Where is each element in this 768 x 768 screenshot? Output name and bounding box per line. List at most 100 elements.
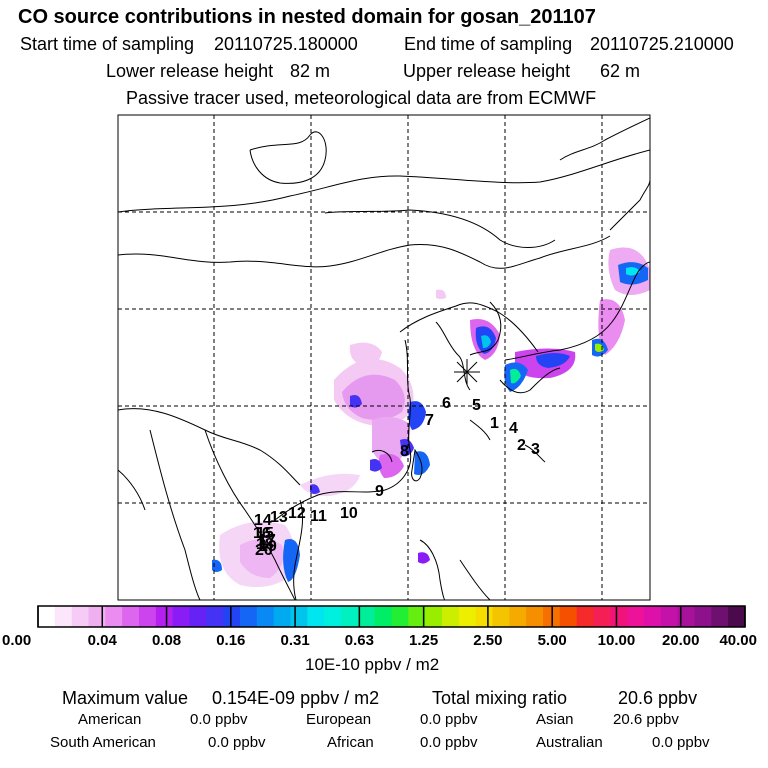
- colorbar-cell: [341, 606, 359, 627]
- colorbar-cell: [54, 606, 73, 627]
- colorbar-cell: [206, 606, 224, 627]
- region-name: European: [306, 711, 372, 728]
- colorbar-cell: [492, 606, 510, 627]
- region-name: Australian: [536, 734, 603, 751]
- colorbar-cell: [139, 606, 157, 627]
- trajectory-label: 6: [442, 395, 451, 412]
- total-mixing-label: Total mixing ratio: [432, 688, 568, 708]
- start-time-label: Start time of sampling: [20, 34, 195, 54]
- trajectory-label: 14: [254, 512, 272, 529]
- trajectory-label: 7: [425, 412, 434, 429]
- region-value: 0.0 ppbv: [652, 734, 710, 751]
- trajectory-label: 20: [255, 542, 273, 559]
- colorbar-cell: [526, 606, 544, 627]
- colorbar-cell: [610, 606, 628, 627]
- end-time-label: End time of sampling: [404, 34, 573, 54]
- trajectory-label: 1: [490, 415, 499, 432]
- trajectory-label: 8: [400, 443, 409, 460]
- colorbar-cell: [105, 606, 123, 627]
- end-time-value: 20110725.210000: [590, 34, 734, 54]
- region-value: 20.6 ppbv: [613, 711, 679, 728]
- chart-subtitle: Passive tracer used, meteorological data…: [126, 88, 597, 108]
- colorbar-cell: [290, 606, 308, 627]
- colorbar-cell: [458, 606, 477, 627]
- start-time-value: 20110725.180000: [214, 34, 358, 54]
- colorbar-cell: [660, 606, 679, 627]
- coastlines: [118, 117, 650, 600]
- trajectory-label: 3: [531, 441, 540, 458]
- upper-release-label: Upper release height: [403, 61, 571, 81]
- lower-release-value: 82 m: [290, 61, 331, 81]
- colorbar-tick-label: 5.00: [538, 632, 567, 649]
- colorbar-cell: [694, 606, 712, 627]
- region-value: 0.0 ppbv: [420, 711, 478, 728]
- colorbar-cell: [391, 606, 409, 627]
- colorbar-cell: [122, 606, 140, 627]
- upper-release-value: 62 m: [600, 61, 641, 81]
- trajectory-label: 18: [256, 536, 274, 553]
- trajectory-label: 13: [270, 509, 288, 526]
- colorbar-tick-label: 20.00: [662, 632, 700, 649]
- colorbar-unit: 10E-10 ppbv / m2: [305, 655, 440, 674]
- colorbar-cell: [475, 606, 493, 627]
- total-mixing-value: 20.6 ppbv: [618, 688, 698, 708]
- colorbar-tick-label: 2.50: [473, 632, 502, 649]
- receptor-star-icon: [454, 359, 480, 385]
- trajectory-label: 2: [517, 437, 526, 454]
- trajectory-label: 10: [340, 505, 358, 522]
- colorbar-cell: [256, 606, 275, 627]
- max-value: 0.154E-09 ppbv / m2: [212, 688, 380, 708]
- colorbar-cell: [324, 606, 342, 627]
- region-name: American: [78, 711, 142, 728]
- colorbar-cell: [644, 606, 662, 627]
- colorbar-cell: [425, 606, 443, 627]
- colorbar-tick-label: 10.00: [598, 632, 636, 649]
- trajectory-label: 5: [472, 397, 481, 414]
- colorbar-cell: [442, 606, 460, 627]
- colorbar-cell: [677, 606, 695, 627]
- region-value: 0.0 ppbv: [190, 711, 248, 728]
- colorbar-tick-label: 0.16: [216, 632, 245, 649]
- region-name: African: [327, 734, 374, 751]
- trajectory-label: 12: [288, 505, 306, 522]
- colorbar-cell: [71, 606, 89, 627]
- colorbar-cell: [223, 606, 241, 627]
- colorbar-cell: [273, 606, 291, 627]
- region-name: South American: [50, 734, 156, 751]
- map-frame: [117, 114, 651, 601]
- colorbar-cell: [307, 606, 325, 627]
- trajectory-label: 15: [256, 525, 274, 542]
- colorbar-cell: [408, 606, 426, 627]
- colorbar-tick-label: 1.25: [409, 632, 438, 649]
- colorbar-tick-label: 40.00: [719, 632, 757, 649]
- trajectory-label: 19: [259, 538, 277, 555]
- colorbar-cell: [374, 606, 392, 627]
- graticule: [118, 115, 650, 600]
- colorbar-cell: [559, 606, 578, 627]
- region-value: 0.0 ppbv: [420, 734, 478, 751]
- colorbar-cell: [172, 606, 190, 627]
- colorbar-cell: [576, 606, 594, 627]
- colorbar-cell: [189, 606, 207, 627]
- colorbar-tick-label: 0.08: [152, 632, 181, 649]
- max-value-label: Maximum value: [62, 688, 189, 708]
- colorbar-tick-label: 0.31: [280, 632, 309, 649]
- colorbar-cell: [240, 606, 258, 627]
- colorbar-cell: [38, 606, 56, 627]
- colorbar-tick-label: 0.04: [88, 632, 118, 649]
- lower-release-label: Lower release height: [106, 61, 274, 81]
- region-value: 0.0 ppbv: [208, 734, 266, 751]
- chart-title: CO source contributions in nested domain…: [18, 6, 596, 28]
- region-name: Asian: [536, 711, 574, 728]
- colorbar-cell: [711, 606, 729, 627]
- colorbar-cell: [728, 606, 746, 627]
- colorbar-tick-label: 0.00: [2, 632, 31, 649]
- colorbar-cell: [509, 606, 527, 627]
- trajectory-label: 17: [258, 532, 276, 549]
- trajectory-label: 16: [253, 525, 271, 542]
- colorbar-cell: [155, 606, 174, 627]
- plume-layer: [212, 247, 650, 588]
- colorbar-cell: [88, 606, 106, 627]
